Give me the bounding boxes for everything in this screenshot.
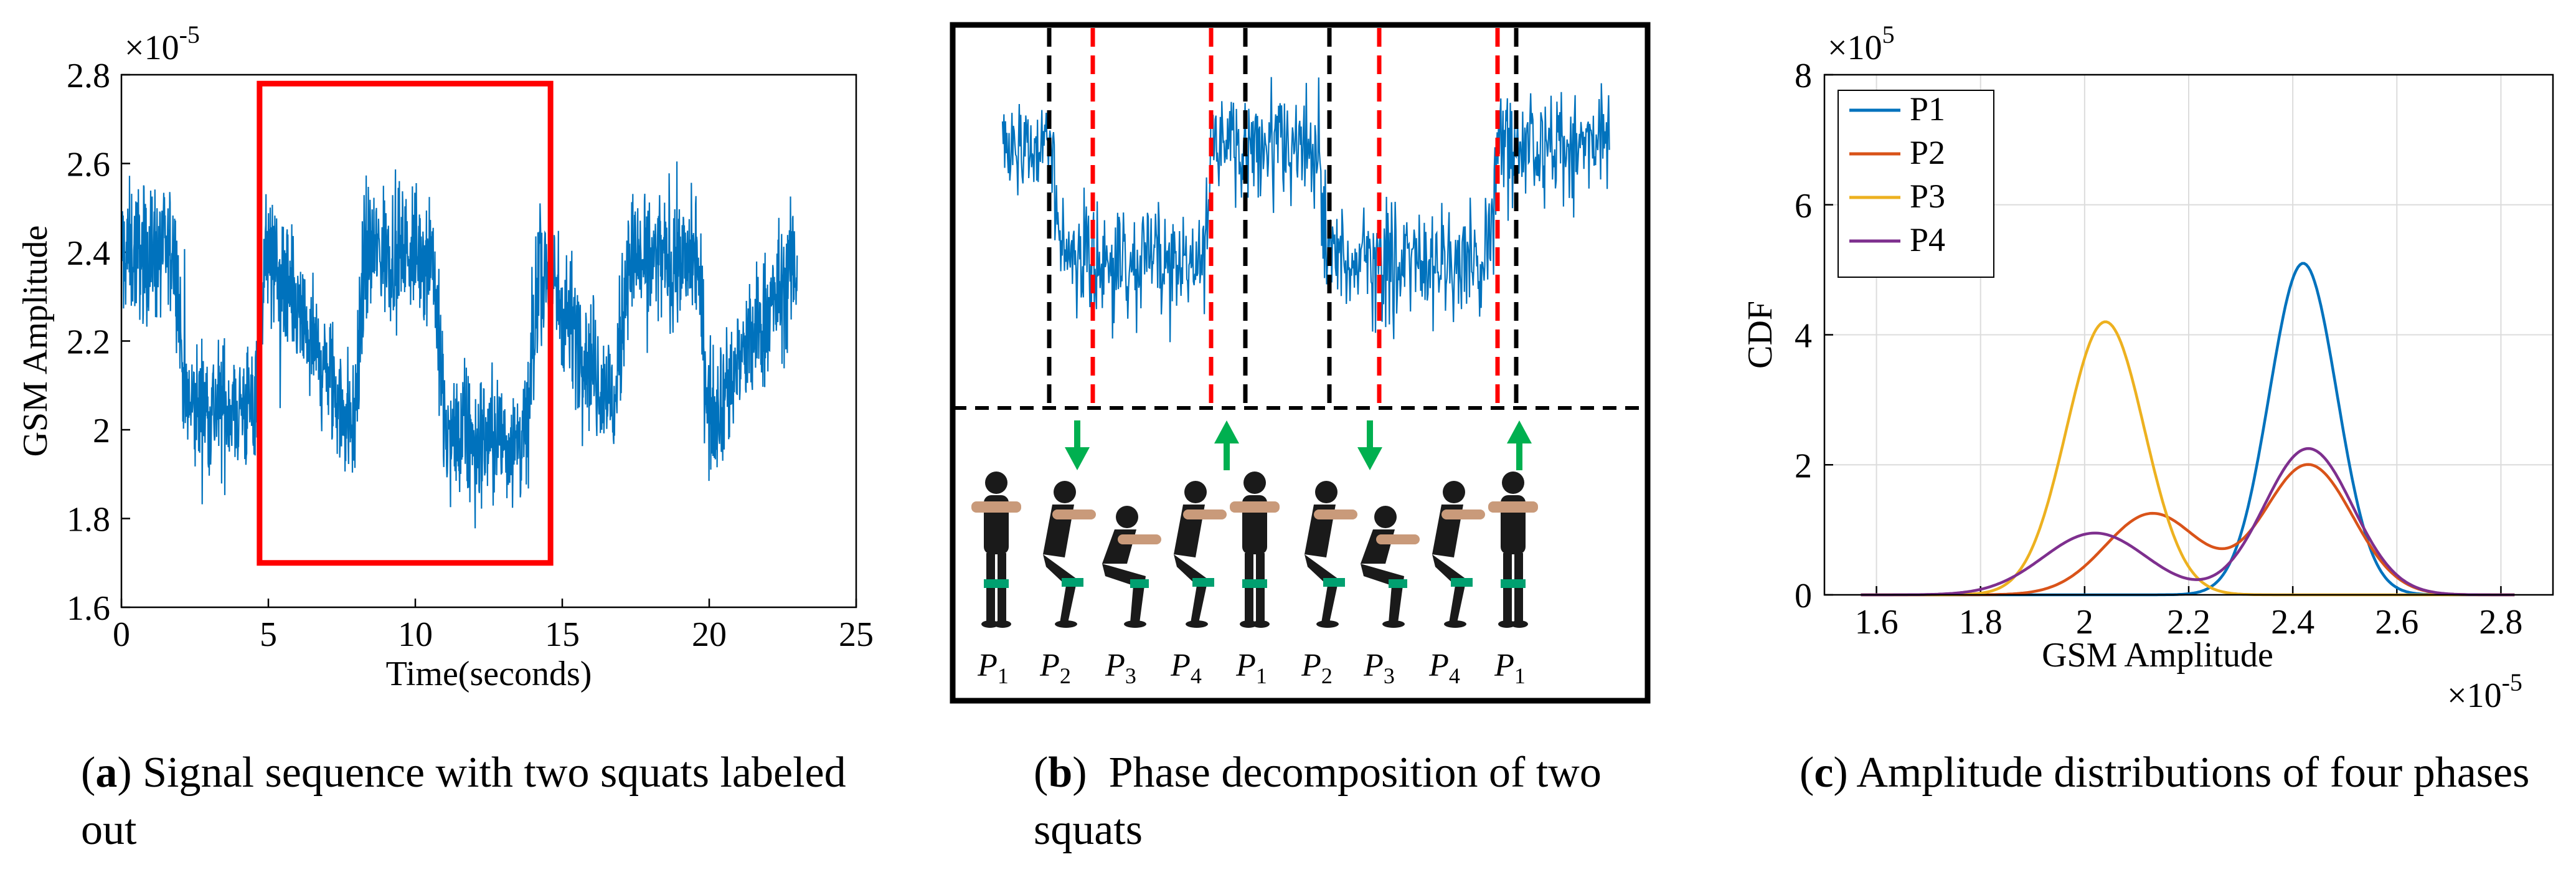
y-tick-label: 2 bbox=[1795, 447, 1812, 485]
plot-axes bbox=[120, 73, 857, 609]
y-tick-label: 2.2 bbox=[67, 323, 110, 362]
phase-label: P2 bbox=[1301, 648, 1333, 688]
x-tick-label: 1.6 bbox=[1855, 603, 1899, 642]
x-axis-label: Time(seconds) bbox=[386, 655, 592, 693]
chart-c: 1.6 1.8 2 2.2 2.4 2.6 2.8 0 2 4 6 8 P1 P2 P3 P4 GSM Am… bbox=[1741, 21, 2554, 715]
legend-box bbox=[1838, 90, 1994, 278]
caption-c-text: Amplitude distributions of four phases bbox=[1856, 749, 2530, 797]
figure-squatting-icon bbox=[1043, 481, 1096, 628]
figure-squatting-icon bbox=[1102, 506, 1161, 628]
caption-b-text: Phase decomposition of two squats bbox=[1034, 749, 1602, 854]
y-tick-label: 2.8 bbox=[67, 57, 110, 95]
figure-standing-icon bbox=[971, 472, 1021, 628]
phase-label: P2 bbox=[1039, 648, 1071, 688]
y-tick-label: 2 bbox=[93, 412, 110, 450]
phase-label: P1 bbox=[1494, 648, 1526, 688]
legend-label: P2 bbox=[1910, 134, 1945, 171]
x-tick-label: 2.6 bbox=[2375, 603, 2418, 642]
x-tick-label: 15 bbox=[545, 615, 580, 654]
x-tick-label: 2 bbox=[2076, 603, 2093, 642]
phase-decomposition-figure: P1 P2 P3 P4 P1 P2 P3 P4 P1 bbox=[950, 22, 1651, 704]
legend-label: P3 bbox=[1910, 178, 1945, 215]
x-tick-label: 20 bbox=[692, 615, 727, 654]
y-exponent: ×105 bbox=[1828, 21, 1895, 67]
phase-label: P3 bbox=[1363, 648, 1395, 688]
panel-a: 0 5 10 15 20 25 1.6 1.8 2 2.2 2.4 2.6 2.8 Time(secon… bbox=[0, 0, 884, 872]
figure-squatting-icon bbox=[1361, 506, 1420, 628]
x-axis-label: GSM Amplitude bbox=[2042, 636, 2273, 675]
phase-label: P4 bbox=[1170, 648, 1202, 688]
signal-segment bbox=[1001, 77, 1610, 343]
y-tick-label: 2.6 bbox=[67, 146, 110, 184]
y-tick-label: 6 bbox=[1795, 187, 1812, 225]
y-tick-label: 4 bbox=[1795, 317, 1812, 356]
panel-c: 1.6 1.8 2 2.2 2.4 2.6 2.8 0 2 4 6 8 P1 P2 P3 P4 GSM Am… bbox=[1719, 0, 2576, 872]
series-line-p3 bbox=[1861, 320, 2515, 597]
legend-label: P4 bbox=[1910, 221, 1945, 258]
y-tick-label: 0 bbox=[1795, 577, 1812, 615]
arrow-down-icon bbox=[1065, 420, 1090, 470]
figure-squatting-icon bbox=[1174, 481, 1227, 628]
x-tick-label: 25 bbox=[839, 615, 874, 654]
chart-a: 0 5 10 15 20 25 1.6 1.8 2 2.2 2.4 2.6 2.8 Time(secon… bbox=[16, 21, 874, 693]
phase-label: P3 bbox=[1105, 648, 1136, 688]
caption-c-label: c bbox=[1814, 749, 1834, 797]
series-line-p4 bbox=[1861, 447, 2515, 597]
x-exponent: ×10-5 bbox=[2447, 668, 2522, 715]
phase-label: P1 bbox=[977, 648, 1009, 688]
x-tick-label: 2.8 bbox=[2479, 603, 2522, 642]
caption-b-label: b bbox=[1048, 749, 1073, 797]
arrow-up-icon bbox=[1214, 420, 1239, 470]
x-tick-label: 2.4 bbox=[2271, 603, 2314, 642]
y-exponent: ×10-5 bbox=[125, 21, 200, 67]
signal-line bbox=[120, 161, 798, 529]
x-tick-label: 10 bbox=[398, 615, 433, 654]
x-tick-label: 0 bbox=[113, 615, 130, 654]
phase-label: P1 bbox=[1235, 648, 1267, 688]
legend-label: P1 bbox=[1910, 90, 1945, 128]
y-tick-label: 8 bbox=[1795, 57, 1812, 95]
figure-standing-icon bbox=[1230, 472, 1280, 628]
x-tick-label: 1.8 bbox=[1959, 603, 2003, 642]
figure-squatting-icon bbox=[1432, 481, 1485, 628]
arrow-up-icon bbox=[1507, 420, 1532, 470]
x-tick-label: 2.2 bbox=[2167, 603, 2210, 642]
caption-a-text: Signal sequence with two squats labeled … bbox=[81, 749, 846, 854]
caption-a: (a) Signal sequence with two squats labe… bbox=[81, 749, 846, 854]
x-tick-label: 5 bbox=[260, 615, 277, 654]
arrow-down-icon bbox=[1357, 420, 1382, 470]
series-line-p2 bbox=[1861, 463, 2515, 597]
y-tick-label: 2.4 bbox=[67, 234, 110, 273]
caption-b: (b) Phase decomposition of two squats bbox=[1034, 749, 1602, 854]
y-tick-label: 1.6 bbox=[67, 589, 110, 628]
y-axis-label: CDF bbox=[1741, 301, 1780, 369]
figure-squatting-icon bbox=[1305, 481, 1357, 628]
caption-c: (c) Amplitude distributions of four phas… bbox=[1800, 749, 2530, 797]
figure-standing-icon bbox=[1488, 472, 1538, 628]
phase-label: P4 bbox=[1428, 648, 1460, 688]
squat-highlight-box bbox=[257, 80, 554, 566]
caption-a-label: a bbox=[95, 749, 118, 797]
panel-b: P1 P2 P3 P4 P1 P2 P3 P4 P1 (b) Phase decompositi… bbox=[934, 0, 1669, 872]
series-line-p1 bbox=[1861, 262, 2515, 597]
legend: P1 P2 P3 P4 bbox=[1838, 90, 1994, 278]
y-tick-label: 1.8 bbox=[67, 501, 110, 539]
figure-frame bbox=[950, 22, 1651, 704]
y-axis-label: GSM Amplitude bbox=[16, 225, 55, 457]
plot-axes bbox=[1823, 73, 2554, 596]
